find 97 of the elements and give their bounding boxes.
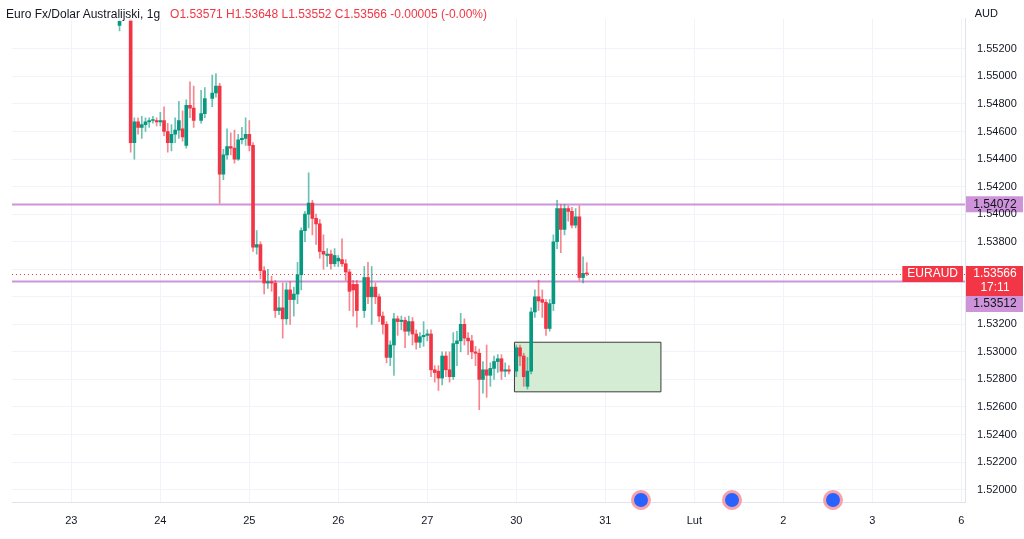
candlestick bbox=[228, 132, 233, 156]
candlestick bbox=[392, 312, 396, 376]
y-axis-title: AUD bbox=[974, 7, 998, 19]
candlestick bbox=[529, 307, 533, 375]
x-tick-label: 6 bbox=[958, 513, 965, 526]
candlestick bbox=[418, 332, 422, 349]
candlestick bbox=[210, 74, 215, 108]
candlestick bbox=[466, 332, 470, 355]
candlestick bbox=[477, 348, 482, 411]
candlestick bbox=[369, 266, 374, 325]
candlestick bbox=[507, 365, 511, 375]
candlestick bbox=[481, 361, 485, 394]
candlestick bbox=[570, 206, 574, 229]
candlestick bbox=[139, 116, 144, 139]
candlestick bbox=[329, 249, 333, 270]
x-tick-label: 2 bbox=[780, 513, 787, 526]
y-tick-label: 1.54000 bbox=[977, 207, 1017, 220]
x-tick-label: 24 bbox=[154, 513, 167, 526]
x-tick-label: Lut bbox=[686, 513, 702, 526]
candlestick bbox=[214, 73, 218, 98]
chart-subtitle: O1.53571 H1.53648 L1.53552 C1.53566 -0.00005 (-0.00%) bbox=[170, 7, 487, 21]
y-tick-label: 1.54400 bbox=[977, 152, 1017, 165]
candlestick bbox=[280, 282, 285, 339]
y-tick-label: 1.53000 bbox=[977, 344, 1017, 357]
text: 17:11 bbox=[980, 280, 1010, 295]
candlestick bbox=[325, 248, 330, 267]
candlestick bbox=[440, 351, 444, 386]
candlestick bbox=[414, 329, 419, 350]
candlestick bbox=[503, 362, 508, 377]
candlestick bbox=[266, 268, 270, 289]
x-tick-label: 23 bbox=[65, 513, 78, 526]
candlestick bbox=[495, 354, 500, 373]
candlestick bbox=[425, 329, 430, 342]
x-tick-label: 3 bbox=[869, 513, 876, 526]
candlestick bbox=[469, 335, 474, 360]
candlestick bbox=[336, 255, 341, 267]
candlestick bbox=[566, 205, 571, 222]
x-tick-label: 26 bbox=[332, 513, 345, 526]
candlestick bbox=[236, 133, 241, 161]
y-tick-label: 1.54800 bbox=[977, 97, 1017, 110]
candlestick bbox=[277, 296, 281, 316]
candlestick bbox=[151, 116, 155, 124]
candlestick bbox=[492, 355, 496, 380]
candlestick bbox=[273, 279, 278, 318]
candlestick bbox=[514, 344, 519, 377]
y-tick-label: 1.55200 bbox=[977, 41, 1017, 54]
x-tick-label: 25 bbox=[243, 513, 256, 526]
candlestick bbox=[388, 340, 393, 366]
candlestick bbox=[188, 81, 192, 119]
chart-title: Euro Fx/Dolar Australijski, 1g bbox=[6, 7, 161, 21]
candlestick bbox=[158, 111, 163, 127]
candlestick bbox=[291, 286, 296, 317]
candlestick bbox=[533, 289, 537, 318]
y-tick-label: 1.52000 bbox=[977, 482, 1017, 495]
candlestick bbox=[406, 315, 411, 336]
y-tick-label: 1.55000 bbox=[977, 69, 1017, 82]
y-tick-label: 1.53200 bbox=[977, 317, 1017, 330]
candlestick bbox=[362, 266, 367, 318]
candlestick bbox=[366, 262, 370, 305]
y-tick-label: 1.52600 bbox=[977, 400, 1017, 412]
candlestick bbox=[444, 351, 448, 377]
candlestick bbox=[429, 329, 433, 377]
y-tick-label: 1.54600 bbox=[977, 124, 1017, 137]
candlestick bbox=[544, 299, 548, 336]
y-tick-label: 1.53800 bbox=[977, 234, 1017, 247]
candlestick bbox=[147, 117, 152, 128]
ref-line-label: 1.53566 bbox=[973, 266, 1018, 281]
x-tick-label: 31 bbox=[599, 513, 612, 526]
candlestick bbox=[184, 99, 189, 149]
candlestick bbox=[521, 352, 526, 387]
candlestick bbox=[165, 122, 170, 153]
candlestick bbox=[173, 117, 177, 143]
y-tick-label: 1.52800 bbox=[977, 372, 1017, 385]
y-tick-label: 1.54200 bbox=[977, 179, 1017, 192]
x-tick-label: 30 bbox=[510, 513, 523, 526]
x-tick-label: 27 bbox=[421, 513, 434, 526]
candlestick bbox=[288, 281, 292, 325]
candlestick bbox=[451, 332, 456, 380]
candlestick bbox=[558, 204, 563, 254]
y-tick-label: 1.52400 bbox=[977, 427, 1017, 440]
candlestick bbox=[191, 85, 196, 128]
candlestick bbox=[177, 100, 181, 139]
candlestick bbox=[458, 312, 463, 353]
y-tick-label: 1.52200 bbox=[977, 455, 1017, 468]
candlestick bbox=[581, 256, 585, 284]
candlestick bbox=[225, 128, 229, 160]
candlestick bbox=[518, 344, 522, 366]
annotation: EURAUD bbox=[907, 266, 959, 281]
candlestick bbox=[199, 89, 203, 124]
candlestick bbox=[254, 230, 259, 255]
candlestick bbox=[403, 317, 407, 349]
ref-line-label: 1.53512 bbox=[973, 296, 1018, 311]
candlestick bbox=[355, 279, 359, 328]
candlestick bbox=[136, 117, 140, 135]
candlestick bbox=[343, 259, 348, 281]
candlestick bbox=[203, 87, 207, 119]
candlestick bbox=[317, 219, 322, 259]
